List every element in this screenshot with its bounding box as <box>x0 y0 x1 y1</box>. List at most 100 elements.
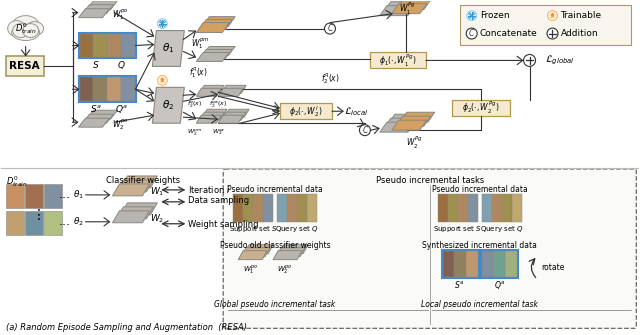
Polygon shape <box>116 207 154 219</box>
Bar <box>79 34 93 58</box>
Text: $\mathcal{L}_{global}$: $\mathcal{L}_{global}$ <box>545 54 574 67</box>
Bar <box>287 194 297 222</box>
Polygon shape <box>396 0 431 10</box>
Bar <box>458 194 468 222</box>
Polygon shape <box>83 114 113 123</box>
Ellipse shape <box>26 21 44 36</box>
Text: Pseudo old classifier weights: Pseudo old classifier weights <box>220 241 330 250</box>
Polygon shape <box>384 118 419 128</box>
Text: $W_2$: $W_2$ <box>150 212 164 225</box>
Polygon shape <box>199 85 224 93</box>
Bar <box>443 251 454 277</box>
Polygon shape <box>152 30 184 66</box>
Text: $\phi_1(\cdot,W_1^{Pg})$: $\phi_1(\cdot,W_1^{Pg})$ <box>379 52 417 69</box>
Bar <box>297 194 307 222</box>
Text: Addition: Addition <box>561 29 598 38</box>
Bar <box>442 250 479 277</box>
Ellipse shape <box>13 23 29 38</box>
Bar <box>6 211 24 235</box>
Text: $\theta_2$: $\theta_2$ <box>162 98 175 112</box>
Text: (a) Random Episode Sampling and Augmentation  (RESA): (a) Random Episode Sampling and Augmenta… <box>6 323 246 332</box>
Text: $S$: $S$ <box>92 59 99 70</box>
Text: $\theta_1$: $\theta_1$ <box>162 42 175 55</box>
Polygon shape <box>120 203 157 215</box>
Text: $W_1^{Pg}$: $W_1^{Pg}$ <box>399 1 416 17</box>
Bar <box>505 251 516 277</box>
Text: Data sampling: Data sampling <box>188 196 250 205</box>
Circle shape <box>324 23 335 34</box>
Polygon shape <box>196 53 229 61</box>
Bar <box>253 194 263 222</box>
Polygon shape <box>218 115 243 123</box>
Text: $f_1^q(x)$: $f_1^q(x)$ <box>189 65 208 80</box>
Text: $f_2^q(x)$: $f_2^q(x)$ <box>186 99 202 110</box>
Text: Iteration $i$: Iteration $i$ <box>188 184 231 195</box>
Polygon shape <box>279 245 308 254</box>
Text: Support set $S$: Support set $S$ <box>433 224 482 234</box>
Bar <box>482 251 493 277</box>
Bar <box>122 34 136 58</box>
Circle shape <box>547 28 558 39</box>
Polygon shape <box>380 122 415 132</box>
Bar <box>448 194 458 222</box>
Bar <box>6 184 24 208</box>
Circle shape <box>157 75 167 85</box>
Circle shape <box>157 19 167 28</box>
Polygon shape <box>396 116 431 126</box>
Polygon shape <box>276 248 305 257</box>
Text: Pseudo incremental data: Pseudo incremental data <box>432 185 527 194</box>
Bar <box>243 194 253 222</box>
Polygon shape <box>384 2 419 12</box>
Text: $W_2^{sa}$: $W_2^{sa}$ <box>212 127 225 137</box>
Text: Classifier weights: Classifier weights <box>106 176 180 185</box>
Bar <box>122 77 136 101</box>
Bar <box>468 194 477 222</box>
Text: RESA: RESA <box>10 61 40 71</box>
Bar <box>233 194 243 222</box>
Polygon shape <box>400 112 435 122</box>
Bar <box>263 194 273 222</box>
Text: $Q$: $Q$ <box>117 59 126 71</box>
Text: Support set $S$: Support set $S$ <box>228 224 278 234</box>
Circle shape <box>524 55 536 66</box>
Bar <box>25 184 43 208</box>
Text: $S^a$: $S^a$ <box>454 278 465 289</box>
Polygon shape <box>199 112 224 120</box>
Bar <box>25 211 43 235</box>
Text: Global pseudo incremental task: Global pseudo incremental task <box>214 300 336 310</box>
Text: $D^0_{train}$: $D^0_{train}$ <box>6 174 28 189</box>
Bar <box>466 251 477 277</box>
Circle shape <box>467 11 477 21</box>
Polygon shape <box>202 17 235 26</box>
Bar <box>482 194 492 222</box>
Polygon shape <box>221 85 246 93</box>
Bar <box>108 34 122 58</box>
Polygon shape <box>160 77 165 83</box>
Text: $W_2^{Pg}$: $W_2^{Pg}$ <box>406 135 423 151</box>
Text: Query set $Q$: Query set $Q$ <box>480 224 524 234</box>
Text: Frozen: Frozen <box>479 11 509 20</box>
Text: $W_2^{po}$: $W_2^{po}$ <box>278 264 292 276</box>
Bar <box>79 77 93 101</box>
Text: $\phi_2(\cdot,W_2^l)$: $\phi_2(\cdot,W_2^l)$ <box>289 104 323 119</box>
Polygon shape <box>152 87 184 123</box>
Text: C: C <box>327 24 333 33</box>
Polygon shape <box>86 110 118 119</box>
Text: ...: ... <box>58 188 70 201</box>
Circle shape <box>547 11 557 21</box>
Text: Synthesized incremental data: Synthesized incremental data <box>422 241 537 250</box>
Ellipse shape <box>8 21 26 37</box>
Text: $\theta_1$: $\theta_1$ <box>73 189 84 201</box>
Bar <box>511 194 522 222</box>
Text: $D^0_{train}$: $D^0_{train}$ <box>15 21 36 36</box>
Polygon shape <box>202 109 227 117</box>
Polygon shape <box>244 245 273 254</box>
Text: Weight sampling: Weight sampling <box>188 220 259 229</box>
Text: Trainable: Trainable <box>561 11 602 20</box>
Bar <box>280 103 332 119</box>
Text: Query set $Q$: Query set $Q$ <box>275 224 319 234</box>
Bar <box>277 194 287 222</box>
Bar <box>93 34 108 58</box>
Text: rotate: rotate <box>541 263 565 272</box>
Polygon shape <box>199 50 232 58</box>
